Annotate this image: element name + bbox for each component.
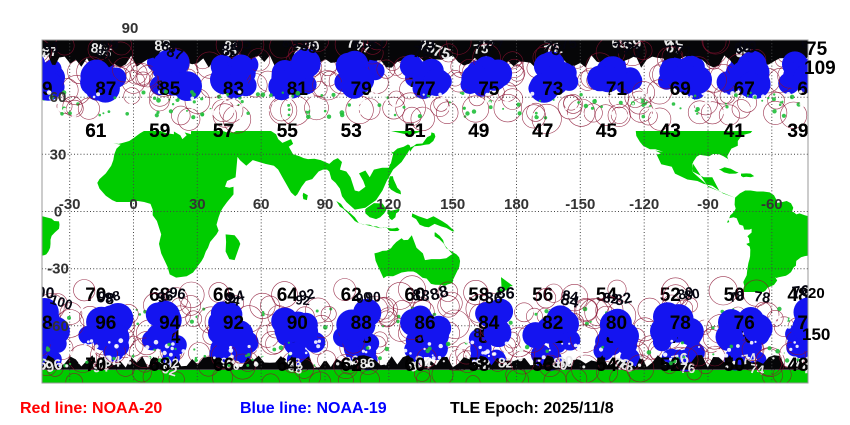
svg-text:0: 0 <box>129 196 137 213</box>
svg-text:92: 92 <box>295 292 310 308</box>
svg-text:82: 82 <box>602 289 620 307</box>
svg-text:49: 49 <box>468 121 489 142</box>
svg-text:60: 60 <box>404 355 425 376</box>
svg-text:0: 0 <box>54 204 62 221</box>
svg-text:85: 85 <box>159 79 181 100</box>
svg-text:-60: -60 <box>761 196 783 213</box>
svg-text:86: 86 <box>414 313 435 334</box>
svg-text:91: 91 <box>42 39 61 58</box>
svg-text:78: 78 <box>753 289 771 307</box>
svg-text:69: 69 <box>670 79 691 100</box>
svg-text:53: 53 <box>341 121 362 142</box>
svg-text:45: 45 <box>596 121 618 142</box>
svg-text:76: 76 <box>734 313 755 334</box>
svg-text:56: 56 <box>532 355 553 376</box>
svg-text:-150: -150 <box>565 196 595 213</box>
svg-text:TLE Epoch: 2025/11/8: TLE Epoch: 2025/11/8 <box>450 400 614 417</box>
svg-text:180: 180 <box>504 196 529 213</box>
svg-text:70: 70 <box>85 355 106 376</box>
svg-text:30: 30 <box>189 196 206 213</box>
svg-text:30: 30 <box>50 146 67 163</box>
svg-text:52: 52 <box>660 355 681 376</box>
svg-text:61: 61 <box>85 121 107 142</box>
svg-text:39: 39 <box>787 121 808 142</box>
svg-text:60: 60 <box>253 196 270 213</box>
svg-text:90: 90 <box>122 20 139 37</box>
svg-text:43: 43 <box>660 121 681 142</box>
svg-text:92: 92 <box>223 313 244 334</box>
svg-text:-60: -60 <box>47 318 69 335</box>
svg-text:90: 90 <box>317 196 334 213</box>
svg-text:-120: -120 <box>629 196 659 213</box>
svg-text:20: 20 <box>808 285 825 302</box>
svg-text:66: 66 <box>213 355 234 376</box>
svg-text:78: 78 <box>670 313 691 334</box>
svg-text:88: 88 <box>412 287 431 305</box>
svg-text:94: 94 <box>223 290 242 309</box>
svg-text:56: 56 <box>532 285 553 306</box>
svg-text:98: 98 <box>95 289 116 309</box>
svg-text:109: 109 <box>804 58 836 79</box>
svg-text:96: 96 <box>95 313 116 334</box>
svg-text:75: 75 <box>478 79 500 100</box>
svg-text:75: 75 <box>806 39 828 60</box>
svg-text:47: 47 <box>532 121 553 142</box>
svg-text:73: 73 <box>542 79 563 100</box>
svg-text:Blue line: NOAA-19: Blue line: NOAA-19 <box>240 400 387 417</box>
svg-text:57: 57 <box>213 121 234 142</box>
svg-text:120: 120 <box>376 196 401 213</box>
svg-text:-30: -30 <box>47 261 69 278</box>
svg-text:150: 150 <box>802 325 830 344</box>
svg-text:-90: -90 <box>697 196 719 213</box>
svg-text:58: 58 <box>468 355 489 376</box>
svg-text:69: 69 <box>733 39 752 58</box>
svg-text:64: 64 <box>277 355 299 376</box>
svg-text:59: 59 <box>149 121 170 142</box>
svg-text:77: 77 <box>414 79 435 100</box>
svg-text:87: 87 <box>95 79 116 100</box>
svg-text:150: 150 <box>440 196 465 213</box>
svg-text:71: 71 <box>606 79 628 100</box>
svg-text:51: 51 <box>404 121 426 142</box>
svg-text:85: 85 <box>221 42 239 60</box>
svg-text:62: 62 <box>341 355 362 376</box>
svg-text:79: 79 <box>351 79 372 100</box>
svg-text:96: 96 <box>156 288 174 306</box>
svg-text:68: 68 <box>149 355 170 376</box>
svg-text:60: 60 <box>50 89 67 106</box>
svg-text:86: 86 <box>485 290 503 307</box>
svg-text:41: 41 <box>724 121 746 142</box>
svg-text:Red line: NOAA-20: Red line: NOAA-20 <box>20 400 162 417</box>
svg-text:54: 54 <box>596 355 618 376</box>
svg-text:90: 90 <box>287 313 308 334</box>
svg-text:50: 50 <box>724 355 745 376</box>
svg-text:55: 55 <box>277 121 299 142</box>
svg-text:94: 94 <box>159 313 181 334</box>
svg-text:80: 80 <box>606 313 627 334</box>
svg-text:88: 88 <box>351 313 372 334</box>
svg-text:90: 90 <box>355 289 372 306</box>
svg-text:48: 48 <box>787 355 808 376</box>
svg-text:82: 82 <box>542 313 563 334</box>
svg-text:84: 84 <box>478 313 500 334</box>
